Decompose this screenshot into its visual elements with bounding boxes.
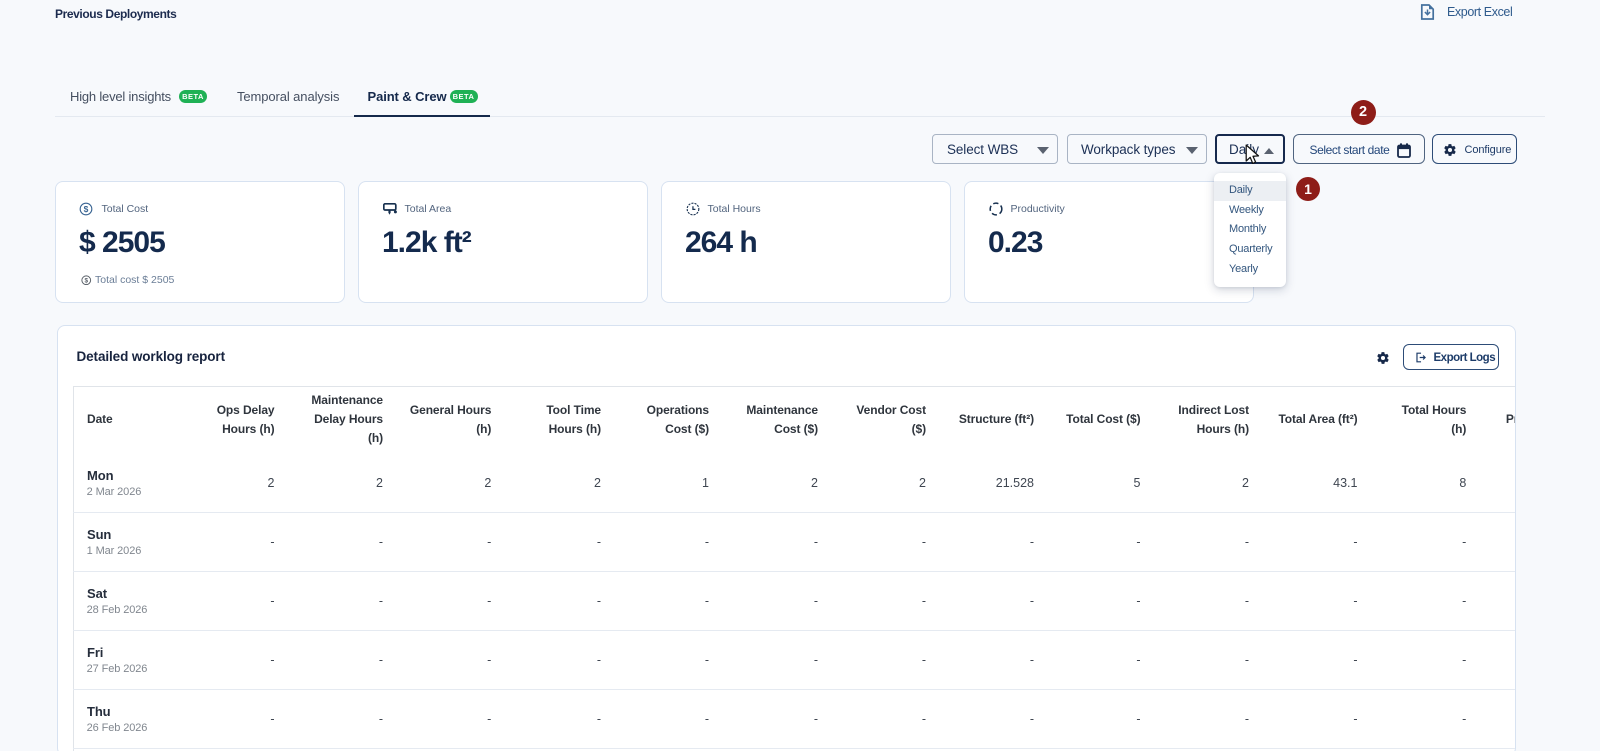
svg-text:$: $ bbox=[84, 277, 88, 284]
svg-text:$: $ bbox=[84, 204, 89, 214]
